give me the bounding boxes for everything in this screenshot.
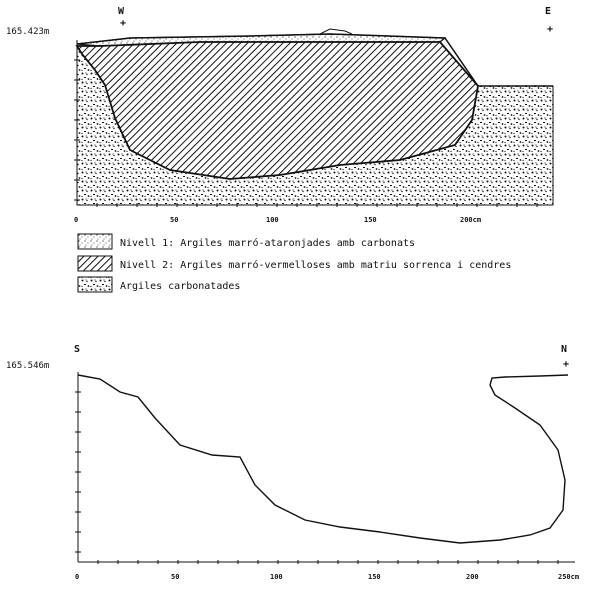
legend-label-nivell-2: Nivell 2: Argiles marró-vermelloses amb …	[120, 259, 511, 271]
section-1: 165.423m W + E +	[6, 6, 554, 224]
legend-swatch-argiles-carbonatades	[77, 276, 113, 293]
section-1-surface-line	[76, 33, 553, 87]
section-2-tick-label: 250cm	[558, 573, 579, 581]
section-2-tick-label: 50	[171, 573, 179, 581]
section-1-west-label: W	[118, 6, 125, 17]
section-1-elevation-label: 165.423m	[6, 27, 49, 37]
section-1-tick-label: 50	[170, 216, 178, 224]
legend-label-argiles-carbonatades: Argiles carbonatades	[120, 281, 240, 292]
section-1-east-label: E	[545, 6, 551, 17]
section-2-south-label: S	[74, 344, 80, 355]
legend-swatch-nivell-2	[77, 255, 113, 272]
section-2-profile-line	[77, 374, 569, 544]
legend-label-nivell-1: Nivell 1: Argiles marró-ataronjades amb …	[120, 237, 415, 249]
section-2: S 165.546m N +	[6, 344, 579, 581]
legend-swatch-nivell-1	[77, 233, 113, 250]
section-1-tick-label: 0	[74, 216, 78, 224]
section-1-tick-label: 200cm	[460, 216, 481, 224]
west-datum-mark: +	[120, 18, 126, 29]
section-2-depth-ticks	[75, 391, 81, 553]
section-2-tick-label: 150	[368, 573, 381, 581]
section-1-x-minor-ticks	[96, 203, 538, 207]
section-2-north-label: N	[561, 344, 567, 355]
east-datum-mark: +	[547, 24, 553, 35]
section-2-x-minor-ticks	[97, 560, 559, 564]
north-datum-mark: +	[563, 359, 569, 370]
legend: Nivell 1: Argiles marró-ataronjades amb …	[77, 233, 511, 293]
layer-nivell-2	[75, 41, 479, 180]
section-2-tick-label: 0	[75, 573, 79, 581]
section-2-elevation-label: 165.546m	[6, 361, 49, 371]
layer-nivell-1-surface-bump	[319, 28, 353, 35]
section-1-depth-ticks	[74, 59, 80, 201]
section-2-tick-label: 200	[466, 573, 479, 581]
section-1-tick-label: 100	[266, 216, 279, 224]
section-2-tick-label: 100	[270, 573, 283, 581]
section-1-tick-label: 150	[364, 216, 377, 224]
